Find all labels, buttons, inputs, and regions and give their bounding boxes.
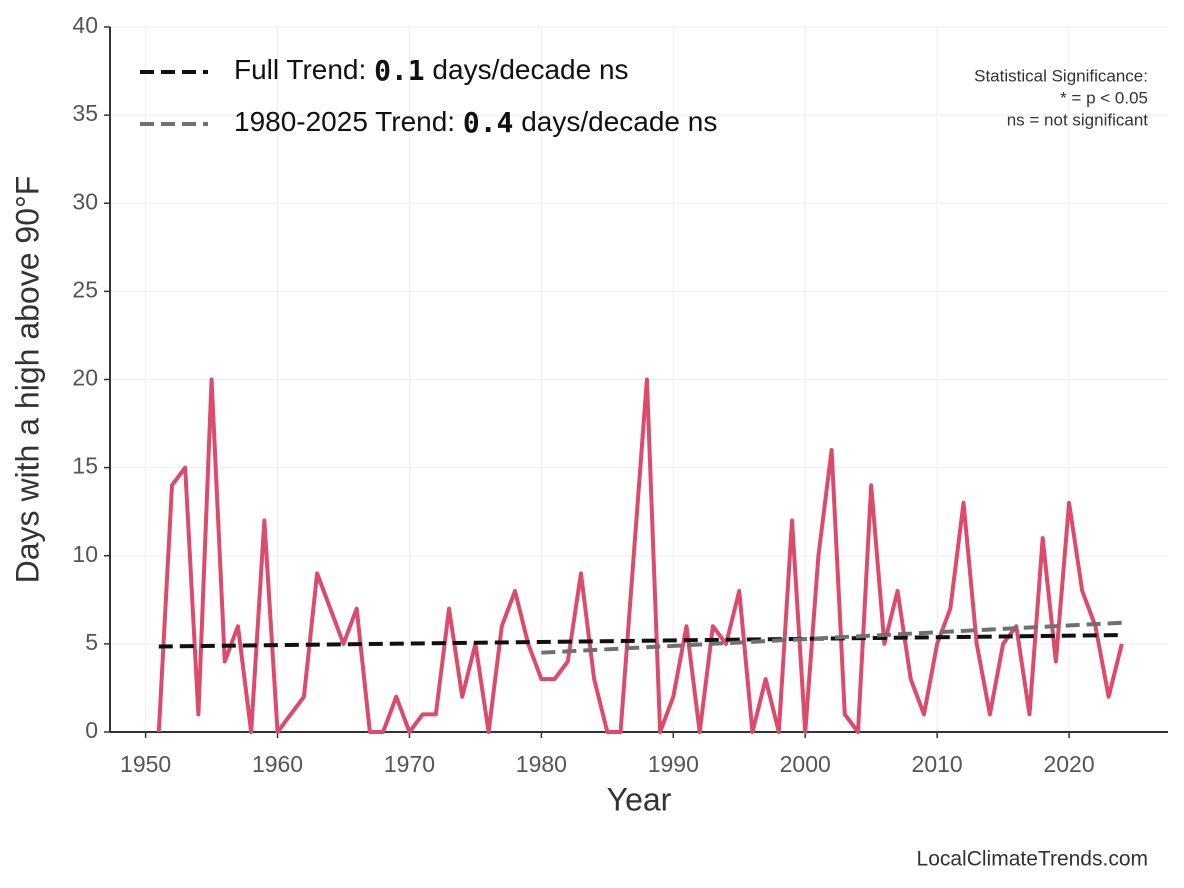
y-tick-label: 5 [85,629,98,655]
trend-line [158,633,1122,649]
y-tick-label: 10 [72,541,98,567]
y-tick-label: 15 [72,453,98,479]
x-tick-label: 1970 [384,751,435,777]
legend-label: Full Trend: 0.1 days/decade ns [234,54,629,87]
legend-text: days/decade ns [425,54,629,85]
x-tick-label: 2020 [1043,751,1094,777]
x-tick-label: 2010 [912,751,963,777]
legend-text: days/decade ns [513,106,717,137]
legend-text: 1980-2025 Trend: [234,106,463,137]
data-line [156,377,1124,734]
x-tick-label: 1990 [648,751,699,777]
legend-text: 0.4 [463,106,514,139]
y-tick-label: 25 [72,276,98,302]
y-axis-label: Days with a high above 90°F [9,176,45,584]
y-tick-label: 30 [72,188,98,214]
annotation: ns = not significant [1007,110,1149,129]
y-tick-label: 0 [85,717,98,743]
y-tick-label: 20 [72,365,98,391]
trend-line [541,620,1122,655]
legend-text: 0.1 [374,54,425,87]
legend-label: 1980-2025 Trend: 0.4 days/decade ns [234,106,717,139]
x-axis-label: Year [607,781,672,817]
watermark: LocalClimateTrends.com [917,848,1148,871]
x-tick-label: 2000 [780,751,831,777]
annotation: * = p < 0.05 [1060,88,1148,107]
y-tick-label: 35 [72,100,98,126]
legend-text: Full Trend: [234,54,374,85]
x-tick-label: 1980 [516,751,567,777]
x-tick-label: 1950 [120,751,171,777]
y-tick-label: 40 [72,12,98,38]
x-tick-label: 1960 [252,751,303,777]
annotation: Statistical Significance: [974,66,1148,85]
